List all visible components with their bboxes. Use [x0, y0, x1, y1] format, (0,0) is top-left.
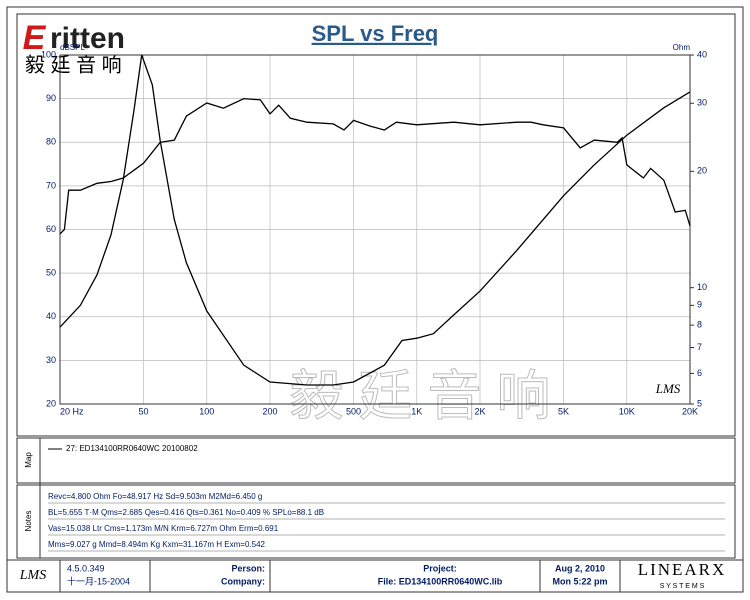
x-tick-label: 20K	[682, 406, 698, 416]
x-tick-label: 500	[346, 406, 361, 416]
x-tick-label: 20 Hz	[60, 406, 84, 416]
x-tick-label: 1K	[411, 406, 422, 416]
logo-text: ritten	[50, 22, 125, 55]
y2-tick-label: 8	[697, 319, 702, 329]
y-tick-label: 70	[46, 180, 56, 190]
y2-tick-label: 30	[697, 98, 707, 108]
notes-frame	[16, 484, 736, 559]
note-line: Revc=4.800 Ohm Fo=48.917 Hz Sd=9.503m M2…	[48, 492, 262, 501]
y2-tick-label: 10	[697, 282, 707, 292]
map-frame	[16, 437, 736, 484]
series-line	[59, 97, 691, 235]
brand-sub: S Y S T E M S	[660, 583, 705, 590]
version: 4.5.0.349	[67, 563, 105, 573]
brand-mark: LMS	[655, 381, 681, 396]
x-tick-label: 200	[262, 406, 277, 416]
logo-initial: E	[23, 19, 47, 57]
y-tick-label: 20	[46, 398, 56, 408]
company: Company:	[221, 576, 265, 586]
file: File: ED134100RR0640WC.lib	[378, 576, 503, 586]
build-date: 十一月-15-2004	[67, 575, 130, 586]
y2-tick-label: 5	[697, 398, 702, 408]
brand: LINEARX	[638, 560, 727, 579]
y2-axis-label: Ohm	[673, 43, 691, 52]
chart-title: SPL vs Freq	[312, 21, 439, 46]
footer-logo: LMS	[19, 568, 46, 583]
legend-entry: 27: ED134100RR0640WC 20100802	[66, 444, 198, 453]
y-tick-label: 40	[46, 311, 56, 321]
time: Mon 5:22 pm	[552, 576, 607, 586]
project: Project:	[423, 563, 457, 573]
outer-frame	[6, 6, 744, 593]
series-line	[59, 54, 691, 386]
x-tick-label: 5K	[558, 406, 569, 416]
note-line: Vas=15.038 Ltr Cms=1.173m M/N Krm=6.727m…	[48, 524, 279, 533]
y2-tick-label: 7	[697, 342, 702, 352]
y-tick-label: 50	[46, 268, 56, 278]
logo-cn: 毅 廷 音 响	[25, 53, 122, 76]
footer-frame	[6, 559, 744, 593]
y2-tick-label: 40	[697, 49, 707, 59]
x-tick-label: 100	[199, 406, 214, 416]
date: Aug 2, 2010	[555, 563, 605, 573]
y2-tick-label: 6	[697, 368, 702, 378]
x-tick-label: 2K	[474, 406, 485, 416]
map-label: Map	[24, 452, 33, 468]
chart-frame	[16, 13, 736, 437]
note-line: Mms=9.027 g Mmd=8.494m Kg Kxm=31.167m H …	[48, 540, 266, 549]
plot-frame	[59, 54, 691, 405]
watermark: 毅 廷 音 响	[289, 366, 550, 426]
y-axis-label: dBSPL	[60, 43, 85, 52]
y-tick-label: 30	[46, 355, 56, 365]
y2-tick-label: 9	[697, 300, 702, 310]
note-line: BL=5.655 T·M Qms=2.685 Qes=0.416 Qts=0.3…	[48, 508, 324, 517]
y-tick-label: 90	[46, 93, 56, 103]
person: Person:	[231, 563, 265, 573]
y-tick-label: 80	[46, 137, 56, 147]
x-tick-label: 50	[139, 406, 149, 416]
notes-label: Notes	[24, 511, 33, 532]
y2-tick-label: 20	[697, 166, 707, 176]
x-tick-label: 10K	[619, 406, 635, 416]
y-tick-label: 60	[46, 224, 56, 234]
y-tick-label: 100	[41, 49, 56, 59]
